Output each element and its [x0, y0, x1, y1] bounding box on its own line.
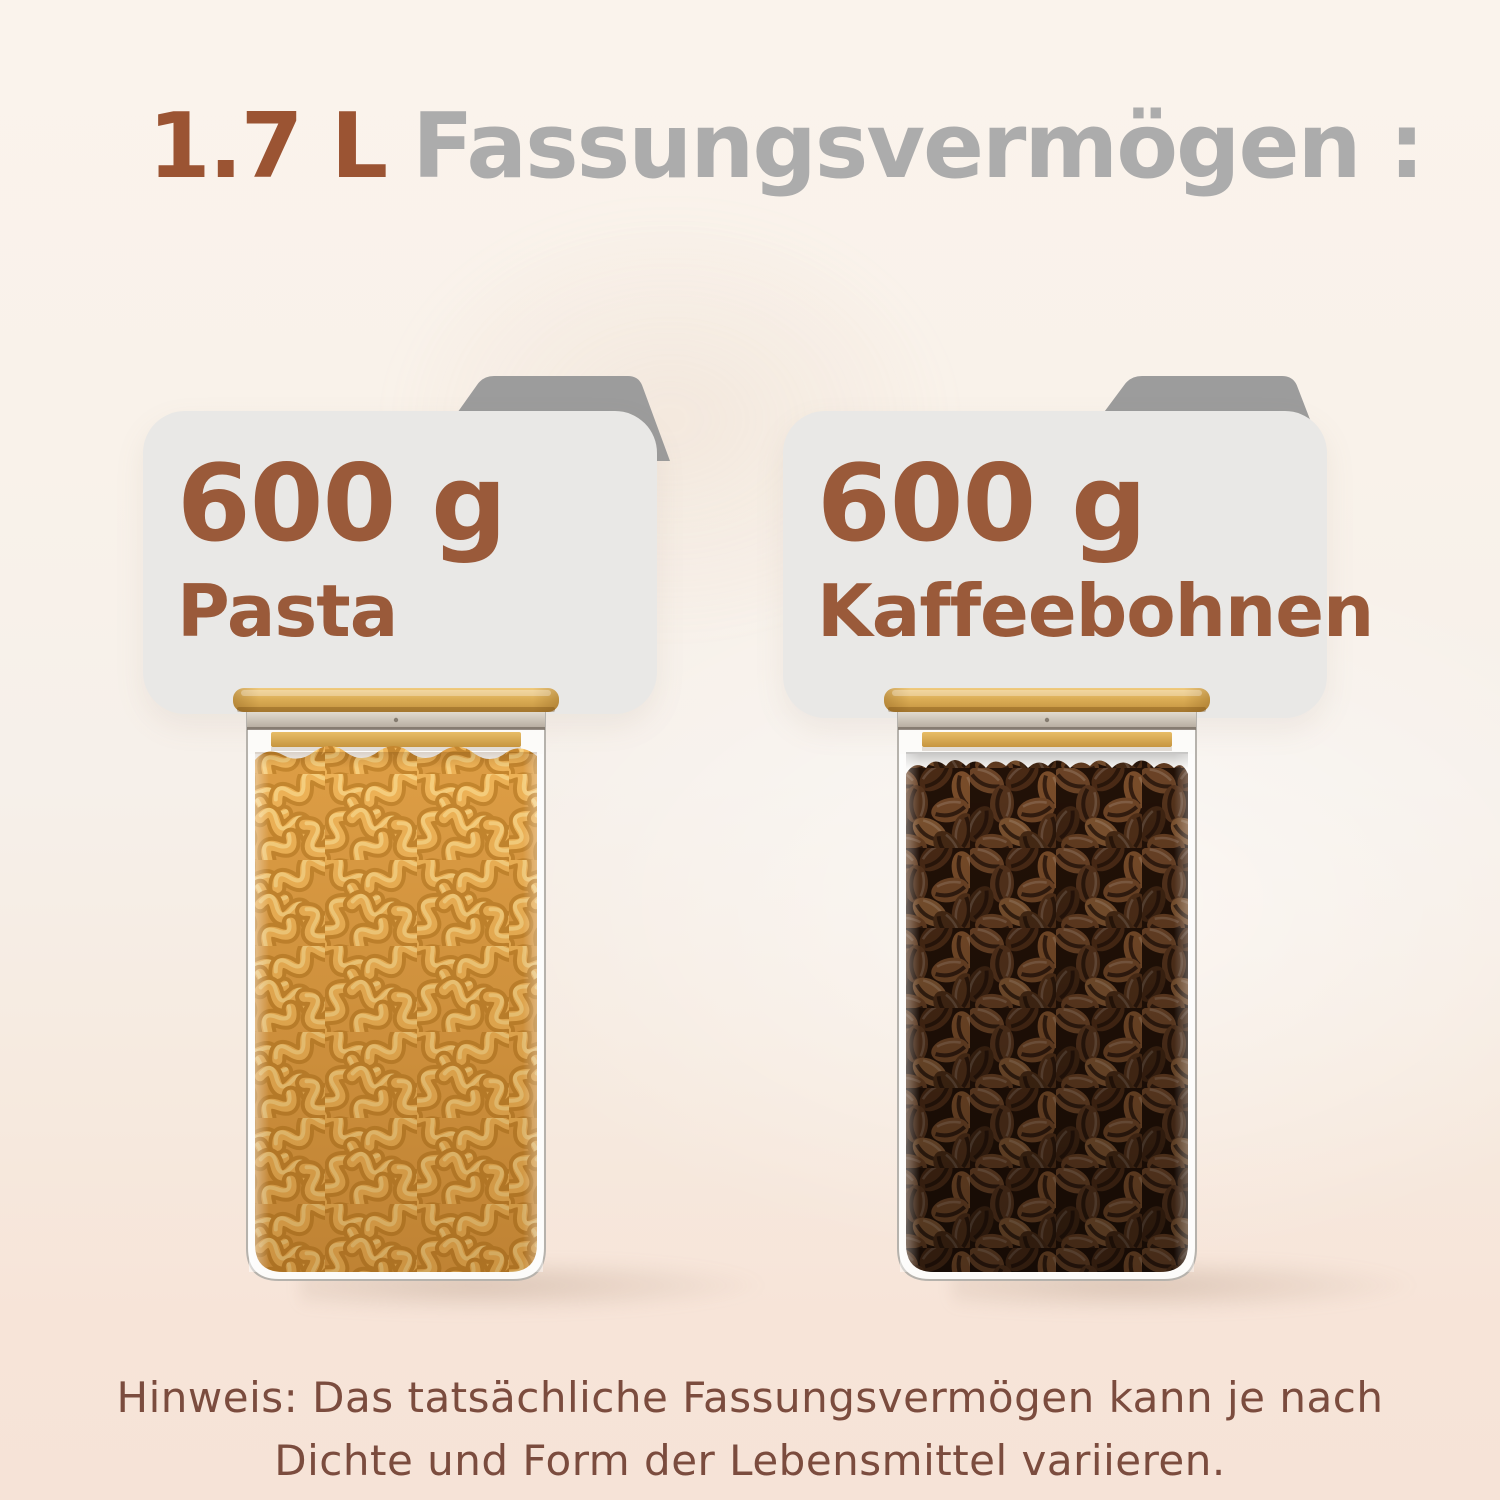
rim-shadow-line [898, 727, 1196, 730]
capacity-value: 1.7 L [148, 94, 388, 199]
capacity-title-text: Fassungsvermögen : [412, 94, 1425, 199]
pasta-weight-label: 600 g [177, 442, 507, 565]
pasta-jar-photo [233, 688, 559, 1281]
lid-edge-shading [233, 688, 559, 712]
glass-highlight-right [1174, 754, 1194, 1272]
glass-highlight-left [900, 754, 920, 1272]
pasta-name-label: Pasta [177, 568, 398, 653]
coffee-weight-label: 600 g [817, 442, 1147, 565]
pasta-info-card: 600 g Pasta [143, 411, 657, 714]
top-inner-shadow [906, 752, 1188, 770]
band-shadow [922, 747, 1172, 751]
coffee-depth-shading [906, 760, 1188, 1272]
disclaimer-line-2: Dichte und Form der Lebensmittel variier… [274, 1436, 1226, 1485]
disclaimer-note: Hinweis: Das tatsächliche Fassungsvermög… [0, 1366, 1500, 1492]
glass-highlight-left [249, 754, 269, 1272]
rim-shadow-line [247, 727, 545, 730]
lid-top-highlight [241, 690, 551, 696]
inner-bamboo-band [922, 732, 1172, 747]
rim-vent-dot [393, 717, 399, 723]
coffee-info-card: 600 g Kaffeebohnen [783, 411, 1374, 718]
lid-bottom-edge [888, 707, 1206, 712]
capacity-title: 1.7 L Fassungsvermögen : [148, 99, 1425, 195]
glass-highlight-right [523, 754, 543, 1272]
coffee-jar-photo [884, 688, 1210, 1281]
inner-bamboo-band [271, 732, 521, 747]
lid-edge-shading [884, 688, 1210, 712]
lid-top-highlight [892, 690, 1202, 696]
top-inner-shadow [255, 752, 537, 768]
disclaimer-line-1: Hinweis: Das tatsächliche Fassungsvermög… [116, 1373, 1384, 1422]
lid-bottom-edge [237, 707, 555, 712]
rim-vent-dot [1044, 717, 1050, 723]
coffee-name-label: Kaffeebohnen [817, 568, 1374, 653]
pasta-depth-shading [255, 745, 537, 1272]
